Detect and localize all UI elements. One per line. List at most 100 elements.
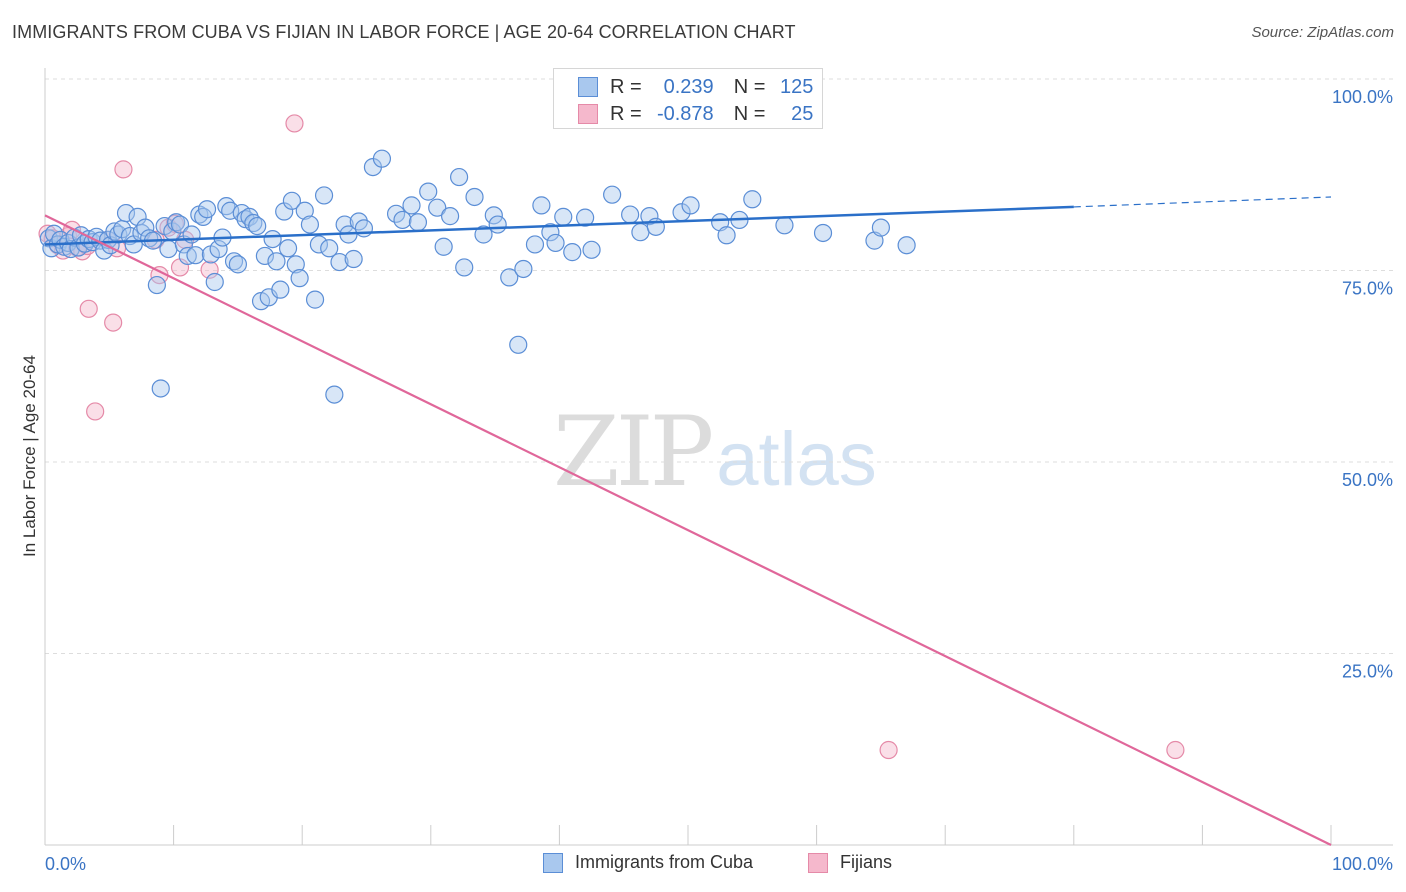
cuba-trend-line: [44, 205, 1074, 246]
cuba-point: [813, 223, 833, 243]
cuba-point: [116, 203, 136, 223]
fijians-point: [104, 313, 123, 332]
cuba-point: [197, 200, 217, 219]
cuba-point: [621, 205, 640, 224]
cuba-point: [563, 243, 582, 262]
cuba-point: [488, 215, 507, 234]
cuba-point: [541, 223, 560, 242]
legend-row-fijians: R = -0.878 N = 25: [578, 102, 813, 126]
trend-layer: [44, 196, 1332, 846]
cuba-point: [449, 167, 469, 187]
cuba-point: [320, 239, 339, 258]
cuba-point: [631, 223, 650, 242]
cuba-point: [509, 335, 528, 354]
cuba-point: [717, 226, 736, 245]
cuba-point: [465, 187, 484, 207]
x-tick-label: 0.0%: [45, 854, 86, 874]
cuba-point: [170, 215, 190, 234]
cuba-point: [393, 210, 412, 230]
cuba-point: [500, 268, 519, 287]
cuba-point: [209, 239, 228, 259]
legend-r-value: 0.239: [663, 75, 714, 98]
y-tick-label: 50.0%: [1342, 470, 1393, 490]
legend-r-value: -0.878: [656, 102, 714, 125]
cuba-point: [147, 275, 166, 295]
cuba-point: [640, 207, 659, 226]
bottom-legend-label: Fijians: [840, 852, 893, 872]
fijians-point: [86, 402, 105, 421]
chart-source: Source: ZipAtlas.com: [1251, 24, 1394, 41]
cuba-point: [743, 190, 762, 209]
cuba-point: [278, 239, 298, 258]
cuba-point: [525, 235, 545, 254]
cuba-point: [344, 249, 363, 269]
cuba-point: [474, 225, 493, 244]
cuba-point: [428, 198, 447, 217]
y-tick-label: 75.0%: [1342, 279, 1393, 299]
cuba-point: [178, 246, 197, 266]
cuba-point: [554, 207, 573, 226]
cuba-point: [440, 207, 460, 226]
cuba-point: [309, 235, 329, 254]
cuba-trend-extension: [1073, 196, 1332, 208]
cuba-point: [582, 240, 601, 259]
y-axis-title: In Labor Force | Age 20-64: [20, 355, 39, 557]
cuba-point: [248, 216, 267, 236]
cuba-point: [314, 186, 334, 205]
cuba-point: [576, 208, 595, 227]
cuba-point: [159, 239, 178, 259]
fijians-point: [1166, 740, 1185, 760]
cuba-point: [408, 213, 428, 232]
cuba-point: [455, 258, 474, 277]
cuba-point: [514, 259, 533, 279]
y-tick-label: 25.0%: [1342, 662, 1393, 682]
cuba-point: [186, 246, 205, 265]
bottom-legend-swatch-cuba: [543, 852, 563, 873]
cuba-point: [419, 182, 438, 201]
cuba-point: [532, 196, 551, 215]
cuba-point: [151, 379, 170, 398]
legend-r-label: R =: [610, 75, 642, 98]
cuba-point: [305, 290, 325, 309]
cuba-point: [484, 206, 503, 225]
axis-layer: [44, 68, 1393, 846]
bottom-legend-fijians: Fijians: [808, 852, 892, 873]
cuba-point: [286, 255, 305, 274]
cuba-point: [290, 269, 309, 288]
cuba-point: [775, 216, 794, 235]
cuba-point: [300, 215, 320, 234]
cuba-point: [434, 237, 453, 256]
cuba-point: [354, 219, 374, 238]
cuba-point: [402, 196, 421, 215]
legend-swatch-fijians: [578, 104, 598, 124]
cuba-point: [263, 229, 282, 249]
legend-r-label: R =: [610, 102, 642, 125]
legend-swatch-cuba: [578, 77, 598, 97]
cuba-point: [295, 201, 314, 220]
legend-row-cuba: R = 0.239 N = 125: [578, 75, 813, 99]
cuba-point: [330, 252, 349, 272]
cuba-point: [681, 196, 700, 215]
cuba-point: [205, 272, 224, 292]
fijians-point: [879, 740, 898, 760]
cuba-point: [325, 385, 344, 404]
legend-n-value: 25: [791, 102, 814, 125]
cuba-point: [372, 149, 392, 168]
cuba-point: [271, 280, 290, 299]
y-tick-label: 100.0%: [1332, 87, 1393, 107]
legend-box: R = 0.239 N = 125 R = -0.878 N = 25: [553, 68, 823, 129]
cuba-point: [897, 236, 916, 255]
cuba-point: [282, 191, 302, 210]
legend-n-value: 125: [780, 75, 814, 98]
cuba-point: [267, 252, 286, 271]
bottom-legend-swatch-fijians: [808, 852, 828, 873]
fijians-point: [285, 114, 304, 133]
fijians-point: [79, 299, 98, 318]
cuba-point: [228, 255, 247, 274]
tick-label-layer: 100.0% 75.0% 50.0% 25.0% 0.0% 100.0%: [45, 87, 1393, 874]
bottom-legend-cuba: Immigrants from Cuba: [543, 852, 753, 873]
x-tick-label: 100.0%: [1332, 854, 1393, 874]
fijians-point: [114, 160, 133, 179]
